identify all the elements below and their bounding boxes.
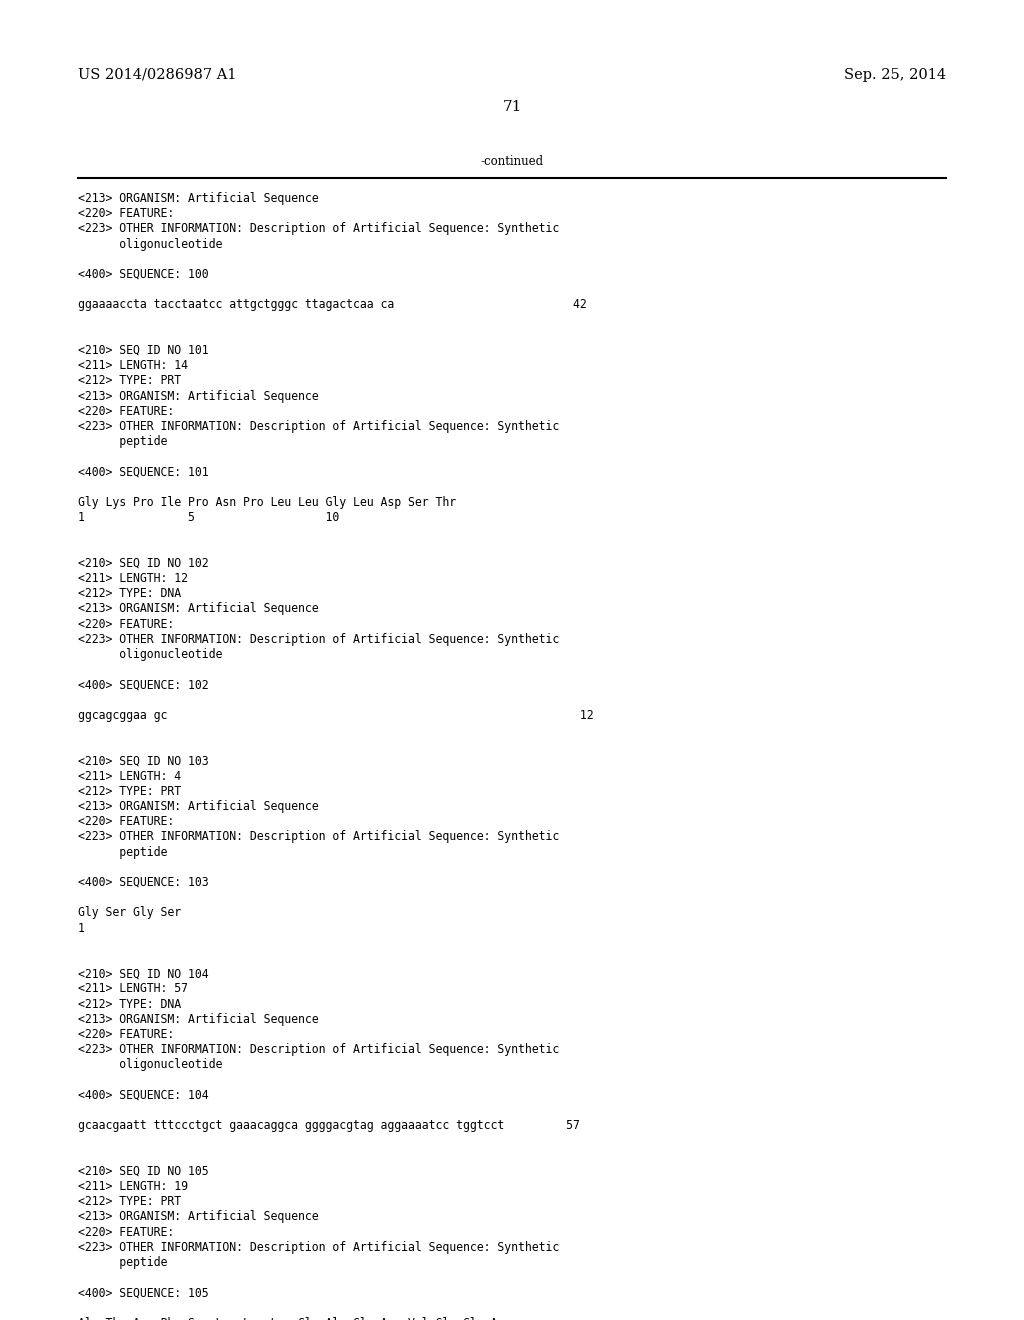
Text: <212> TYPE: PRT: <212> TYPE: PRT [78, 785, 181, 797]
Text: <223> OTHER INFORMATION: Description of Artificial Sequence: Synthetic: <223> OTHER INFORMATION: Description of … [78, 1043, 559, 1056]
Text: Gly Lys Pro Ile Pro Asn Pro Leu Leu Gly Leu Asp Ser Thr: Gly Lys Pro Ile Pro Asn Pro Leu Leu Gly … [78, 496, 456, 510]
Text: <400> SEQUENCE: 104: <400> SEQUENCE: 104 [78, 1089, 209, 1102]
Text: gcaacgaatt tttccctgct gaaacaggca ggggacgtag aggaaaatcc tggtcct         57: gcaacgaatt tttccctgct gaaacaggca ggggacg… [78, 1119, 580, 1133]
Text: <400> SEQUENCE: 100: <400> SEQUENCE: 100 [78, 268, 209, 281]
Text: <213> ORGANISM: Artificial Sequence: <213> ORGANISM: Artificial Sequence [78, 191, 318, 205]
Text: <212> TYPE: PRT: <212> TYPE: PRT [78, 375, 181, 387]
Text: peptide: peptide [78, 846, 167, 858]
Text: <213> ORGANISM: Artificial Sequence: <213> ORGANISM: Artificial Sequence [78, 1210, 318, 1224]
Text: <223> OTHER INFORMATION: Description of Artificial Sequence: Synthetic: <223> OTHER INFORMATION: Description of … [78, 420, 559, 433]
Text: <210> SEQ ID NO 102: <210> SEQ ID NO 102 [78, 557, 209, 570]
Text: 1               5                   10: 1 5 10 [78, 511, 339, 524]
Text: <211> LENGTH: 14: <211> LENGTH: 14 [78, 359, 188, 372]
Text: <213> ORGANISM: Artificial Sequence: <213> ORGANISM: Artificial Sequence [78, 800, 318, 813]
Text: <213> ORGANISM: Artificial Sequence: <213> ORGANISM: Artificial Sequence [78, 389, 318, 403]
Text: 1: 1 [78, 921, 85, 935]
Text: <212> TYPE: PRT: <212> TYPE: PRT [78, 1195, 181, 1208]
Text: <400> SEQUENCE: 102: <400> SEQUENCE: 102 [78, 678, 209, 692]
Text: <211> LENGTH: 12: <211> LENGTH: 12 [78, 572, 188, 585]
Text: ggcagcggaa gc                                                            12: ggcagcggaa gc 12 [78, 709, 594, 722]
Text: 71: 71 [503, 100, 521, 114]
Text: <400> SEQUENCE: 105: <400> SEQUENCE: 105 [78, 1287, 209, 1299]
Text: <212> TYPE: DNA: <212> TYPE: DNA [78, 587, 181, 601]
Text: oligonucleotide: oligonucleotide [78, 238, 222, 251]
Text: <213> ORGANISM: Artificial Sequence: <213> ORGANISM: Artificial Sequence [78, 1012, 318, 1026]
Text: <211> LENGTH: 4: <211> LENGTH: 4 [78, 770, 181, 783]
Text: peptide: peptide [78, 1257, 167, 1269]
Text: <220> FEATURE:: <220> FEATURE: [78, 207, 174, 220]
Text: <220> FEATURE:: <220> FEATURE: [78, 1028, 174, 1041]
Text: <220> FEATURE:: <220> FEATURE: [78, 816, 174, 828]
Text: <210> SEQ ID NO 104: <210> SEQ ID NO 104 [78, 968, 209, 981]
Text: Gly Ser Gly Ser: Gly Ser Gly Ser [78, 907, 181, 920]
Text: <223> OTHER INFORMATION: Description of Artificial Sequence: Synthetic: <223> OTHER INFORMATION: Description of … [78, 632, 559, 645]
Text: oligonucleotide: oligonucleotide [78, 1059, 222, 1072]
Text: oligonucleotide: oligonucleotide [78, 648, 222, 661]
Text: Ala Thr Asn Phe Ser Leu Leu Lys Gln Ala Gly Asp Val Glu Glu Asn: Ala Thr Asn Phe Ser Leu Leu Lys Gln Ala … [78, 1317, 511, 1320]
Text: peptide: peptide [78, 436, 167, 449]
Text: <223> OTHER INFORMATION: Description of Artificial Sequence: Synthetic: <223> OTHER INFORMATION: Description of … [78, 222, 559, 235]
Text: ggaaaaccta tacctaatcc attgctgggc ttagactcaa ca                          42: ggaaaaccta tacctaatcc attgctgggc ttagact… [78, 298, 587, 312]
Text: US 2014/0286987 A1: US 2014/0286987 A1 [78, 69, 237, 82]
Text: <220> FEATURE:: <220> FEATURE: [78, 405, 174, 418]
Text: -continued: -continued [480, 154, 544, 168]
Text: Sep. 25, 2014: Sep. 25, 2014 [844, 69, 946, 82]
Text: <212> TYPE: DNA: <212> TYPE: DNA [78, 998, 181, 1011]
Text: <210> SEQ ID NO 105: <210> SEQ ID NO 105 [78, 1164, 209, 1177]
Text: <220> FEATURE:: <220> FEATURE: [78, 1225, 174, 1238]
Text: <213> ORGANISM: Artificial Sequence: <213> ORGANISM: Artificial Sequence [78, 602, 318, 615]
Text: <211> LENGTH: 57: <211> LENGTH: 57 [78, 982, 188, 995]
Text: <220> FEATURE:: <220> FEATURE: [78, 618, 174, 631]
Text: <210> SEQ ID NO 103: <210> SEQ ID NO 103 [78, 755, 209, 767]
Text: <210> SEQ ID NO 101: <210> SEQ ID NO 101 [78, 345, 209, 356]
Text: <400> SEQUENCE: 101: <400> SEQUENCE: 101 [78, 466, 209, 479]
Text: <223> OTHER INFORMATION: Description of Artificial Sequence: Synthetic: <223> OTHER INFORMATION: Description of … [78, 1241, 559, 1254]
Text: <223> OTHER INFORMATION: Description of Artificial Sequence: Synthetic: <223> OTHER INFORMATION: Description of … [78, 830, 559, 843]
Text: <400> SEQUENCE: 103: <400> SEQUENCE: 103 [78, 876, 209, 888]
Text: <211> LENGTH: 19: <211> LENGTH: 19 [78, 1180, 188, 1193]
